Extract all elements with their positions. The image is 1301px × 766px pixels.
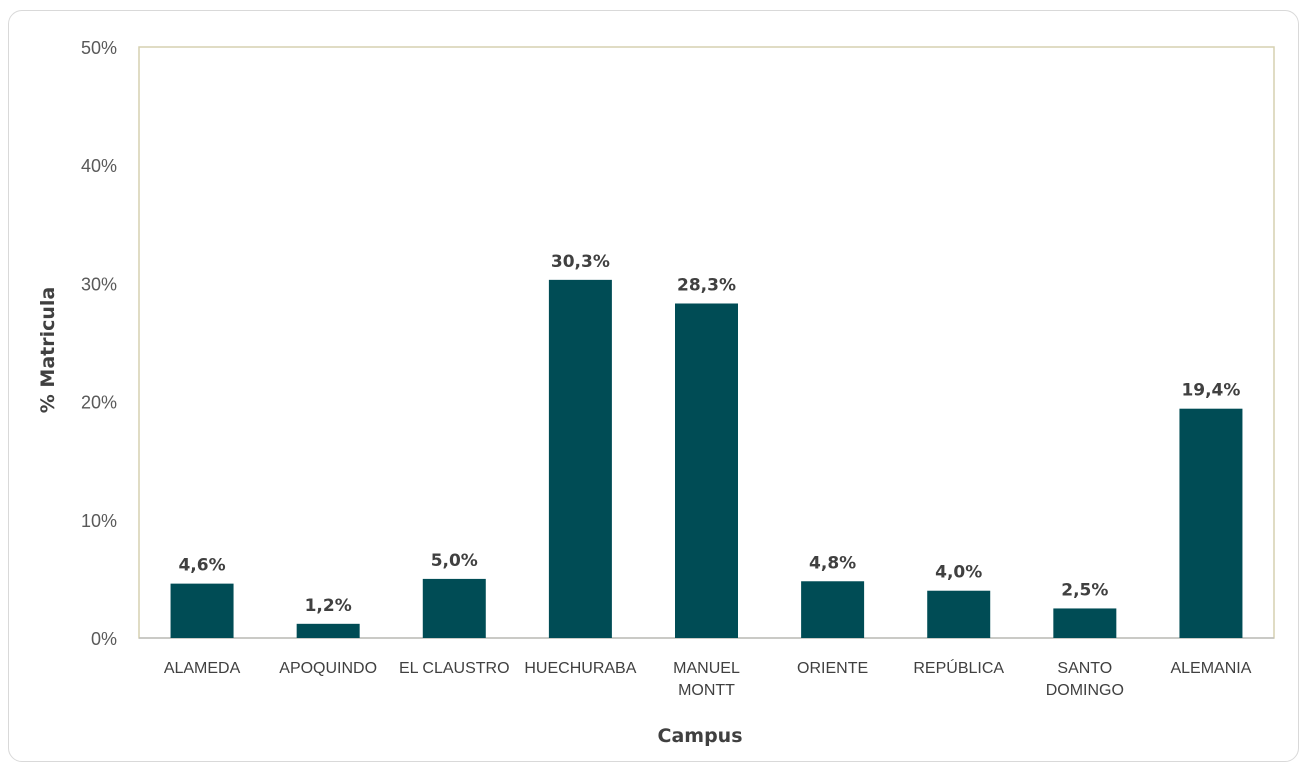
data-label: 30,3% [551,252,610,272]
data-label: 1,2% [305,596,352,616]
category-label-line: REPÚBLICA [913,658,1004,677]
category-labels: ALAMEDA APOQUINDO EL CLAUSTRO HUECHURABA MAN… [164,658,1252,699]
data-label: 4,0% [935,563,982,583]
category-label: ALEMANIA [1170,660,1251,677]
category-label: ORIENTE [797,660,868,677]
category-label: SANTO DOMINGO [1046,660,1124,699]
category-label-line: ORIENTE [797,660,868,677]
data-label: 4,8% [809,553,856,573]
y-tick-label: 40% [81,156,117,176]
data-label: 28,3% [677,275,736,295]
category-label-line: SANTO [1057,660,1112,677]
category-label-line: EL CLAUSTRO [399,660,510,677]
category-label-line: DOMINGO [1046,682,1124,699]
category-label-line: APOQUINDO [279,660,377,677]
y-tick-label: 20% [81,393,117,413]
y-axis-ticks: 0% 10% 20% 30% 40% 50% [81,38,117,649]
bar [170,583,234,638]
category-label: HUECHURABA [524,660,636,677]
category-label: ALAMEDA [164,660,241,677]
y-tick-label: 30% [81,274,117,294]
category-label: EL CLAUSTRO [399,660,510,677]
x-axis-title: Campus [658,725,743,747]
data-label: 5,0% [431,551,478,571]
y-tick-label: 10% [81,511,117,531]
data-label: 2,5% [1061,580,1108,600]
y-tick-label: 0% [91,629,117,649]
category-label: REPÚBLICA [913,658,1004,677]
bar [548,279,612,638]
y-tick-label: 50% [81,38,117,58]
data-label: 4,6% [178,556,225,576]
data-labels: 4,6% 1,2% 5,0% 30,3% 28,3% 4,8% 4,0% 2,5% 19,4% [178,252,1240,616]
bars [170,279,1243,638]
category-label: MANUEL MONTT [673,660,740,699]
y-axis-title: % Matricula [37,287,59,413]
data-label: 19,4% [1181,381,1240,401]
category-label: APOQUINDO [279,660,377,677]
category-label-line: MANUEL [673,660,740,677]
bar [1179,408,1243,638]
bar [927,590,991,638]
bar [296,623,360,638]
category-label-line: MONTT [678,682,735,699]
category-label-line: HUECHURABA [524,660,636,677]
bar [422,578,486,638]
bar [1053,608,1117,638]
bar [801,581,865,638]
category-label-line: ALEMANIA [1170,660,1251,677]
category-label-line: ALAMEDA [164,660,241,677]
bar [675,303,738,638]
